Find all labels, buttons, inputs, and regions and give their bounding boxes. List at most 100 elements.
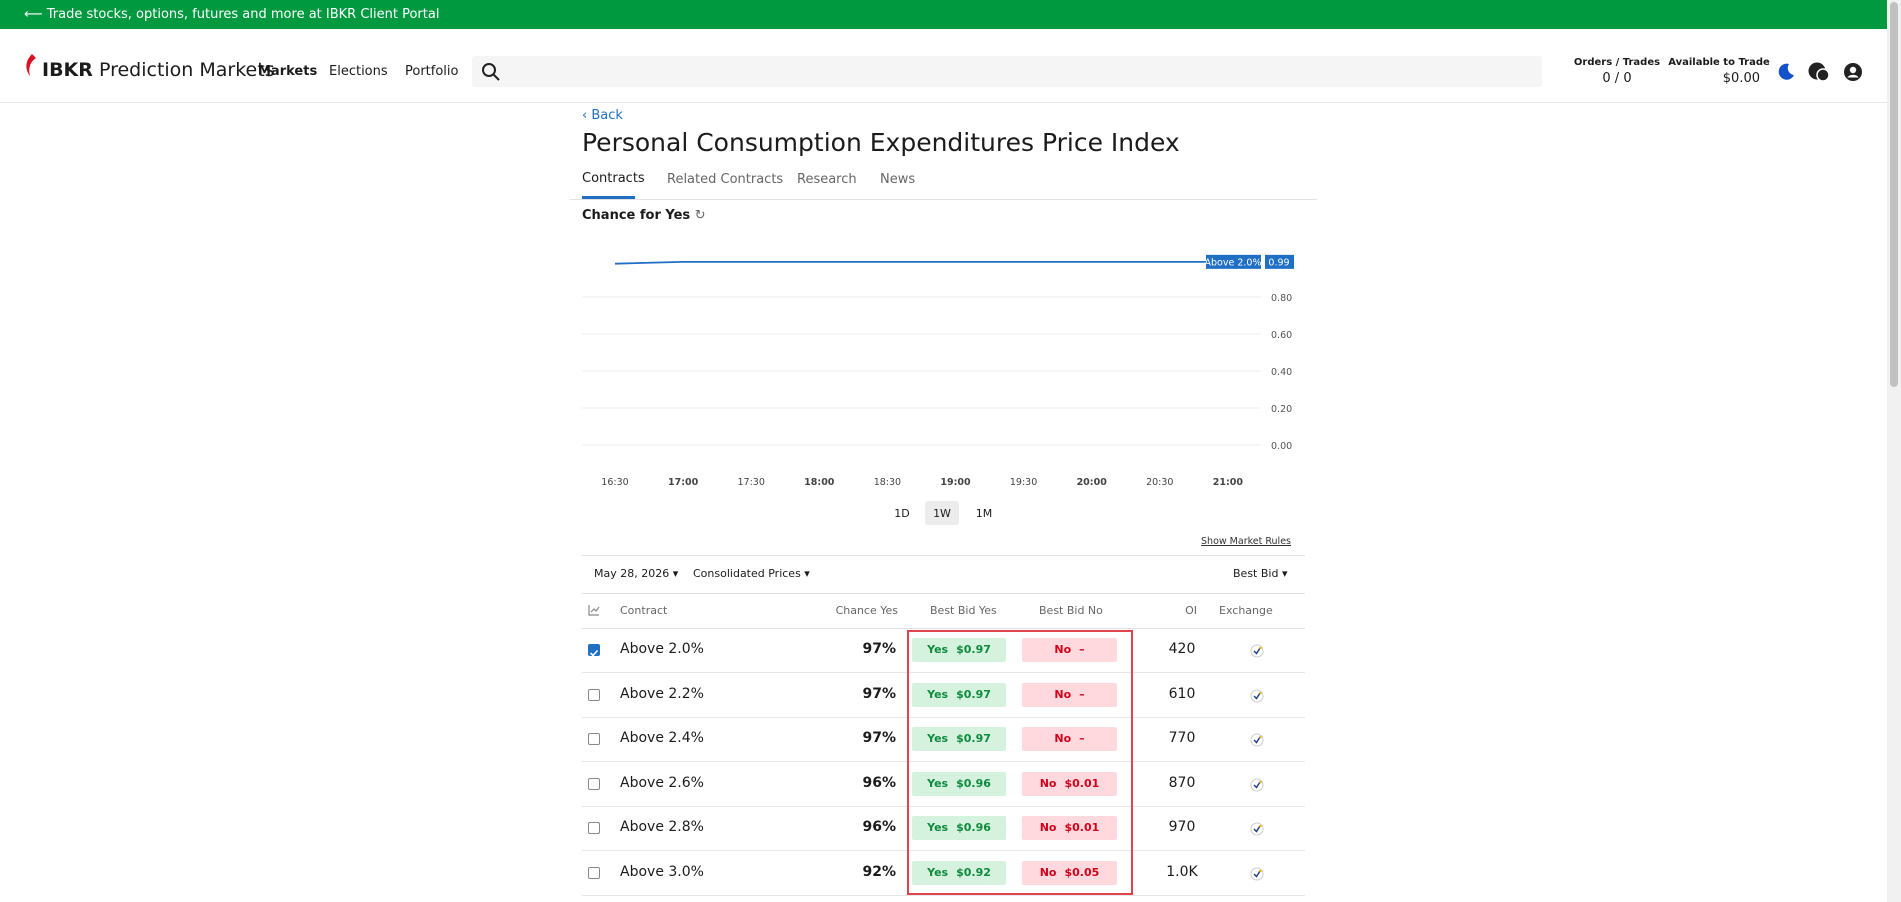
contract-name[interactable]: Above 2.0% bbox=[620, 641, 704, 657]
no-button[interactable]: No $0.01 bbox=[1022, 816, 1117, 840]
no-button[interactable]: No $0.01 bbox=[1022, 771, 1117, 796]
date-filter[interactable]: May 28, 2026 ▾ bbox=[594, 567, 679, 580]
no-label: No bbox=[1039, 821, 1057, 834]
contract-name[interactable]: Above 2.4% bbox=[620, 730, 704, 746]
no-button[interactable]: No – bbox=[1022, 682, 1117, 707]
yes-price: $0.96 bbox=[956, 821, 991, 834]
available-label: Available to Trade bbox=[1668, 57, 1770, 68]
available-value: $0.00 bbox=[1722, 71, 1760, 86]
x-tick-label: 19:00 bbox=[940, 477, 971, 488]
no-price: – bbox=[1079, 643, 1085, 656]
y-tick-label: 0.80 bbox=[1271, 293, 1292, 304]
yes-price: $0.97 bbox=[956, 732, 991, 745]
open-interest: 610 bbox=[1168, 685, 1196, 702]
highlight-box bbox=[907, 630, 1133, 895]
orders-value[interactable]: 0 / 0 bbox=[1602, 71, 1632, 86]
yes-button[interactable]: Yes $0.97 bbox=[912, 682, 1006, 707]
contract-name[interactable]: Above 2.6% bbox=[620, 774, 704, 791]
contract-name[interactable]: Above 2.8% bbox=[620, 819, 704, 835]
range-button[interactable]: 1W bbox=[933, 507, 951, 520]
yes-button[interactable]: Yes $0.96 bbox=[912, 771, 1006, 796]
sort-filter[interactable]: Best Bid ▾ bbox=[1233, 567, 1288, 580]
market-rules-link[interactable]: Show Market Rules bbox=[1201, 536, 1291, 547]
chance-yes: 97% bbox=[862, 730, 896, 746]
exchange-logo bbox=[1250, 822, 1264, 836]
range-button[interactable]: 1M bbox=[975, 507, 993, 520]
scroll-thumb[interactable] bbox=[1890, 2, 1898, 387]
divider bbox=[582, 628, 1305, 629]
orders-label: Orders / Trades bbox=[1573, 57, 1661, 68]
prices-filter[interactable]: Consolidated Prices ▾ bbox=[693, 567, 810, 580]
banner[interactable]: ⟵ Trade stocks, options, futures and mor… bbox=[0, 0, 1901, 29]
no-price: $0.01 bbox=[1064, 776, 1100, 790]
nav-link[interactable]: Portfolio bbox=[405, 64, 459, 79]
no-button[interactable]: No $0.05 bbox=[1022, 860, 1117, 885]
theme-icon[interactable] bbox=[1776, 62, 1796, 82]
brand-name: Prediction Markets bbox=[98, 59, 275, 81]
tab[interactable]: Research bbox=[797, 172, 857, 187]
x-tick-label: 19:30 bbox=[1010, 477, 1037, 488]
scrollbar[interactable] bbox=[1887, 0, 1901, 902]
tab[interactable]: Contracts bbox=[582, 171, 645, 186]
no-label: No bbox=[1054, 732, 1072, 745]
open-interest: 420 bbox=[1168, 641, 1196, 657]
checkbox[interactable] bbox=[588, 688, 600, 701]
column-header[interactable]: OI bbox=[1185, 604, 1197, 617]
date-text: May 28, 2026 bbox=[594, 567, 670, 580]
x-tick-label: 18:30 bbox=[874, 477, 901, 488]
open-interest: 970 bbox=[1168, 819, 1196, 835]
checkbox[interactable] bbox=[588, 777, 600, 790]
chance-yes: 97% bbox=[862, 685, 896, 702]
exchange-logo bbox=[1250, 867, 1264, 880]
yes-price: $0.97 bbox=[956, 643, 991, 656]
no-price: $0.05 bbox=[1064, 865, 1100, 879]
exchange-icon bbox=[1250, 688, 1264, 702]
column-header[interactable]: Best Bid No bbox=[1039, 604, 1103, 617]
brand[interactable]: IBKR Prediction Markets bbox=[42, 59, 275, 81]
yes-button[interactable]: Yes $0.97 bbox=[912, 638, 1006, 662]
nav-link[interactable]: Markets bbox=[258, 64, 318, 79]
chat-icon[interactable] bbox=[1807, 61, 1831, 83]
y-tick-label: 0.00 bbox=[1271, 441, 1292, 452]
checkbox[interactable] bbox=[588, 644, 600, 657]
column-header: Contract bbox=[620, 604, 668, 617]
exchange-logo bbox=[1250, 733, 1264, 747]
yes-button[interactable]: Yes $0.96 bbox=[912, 816, 1006, 840]
row-divider bbox=[582, 716, 1305, 718]
tab[interactable]: News bbox=[880, 172, 916, 187]
x-tick-label: 16:30 bbox=[601, 477, 628, 488]
x-tick-label: 17:00 bbox=[668, 477, 699, 488]
column-header[interactable]: Best Bid Yes bbox=[930, 604, 997, 617]
search-box[interactable] bbox=[472, 56, 1542, 87]
banner-text[interactable]: Trade stocks, options, futures and more … bbox=[46, 7, 440, 22]
checkbox[interactable] bbox=[588, 733, 600, 745]
exchange-logo bbox=[1250, 644, 1264, 658]
checkbox[interactable] bbox=[588, 822, 600, 834]
y-tick-label: 0.40 bbox=[1271, 367, 1292, 378]
no-button[interactable]: No – bbox=[1022, 638, 1117, 662]
yes-button[interactable]: Yes $0.92 bbox=[912, 860, 1006, 885]
exchange-icon bbox=[1250, 777, 1264, 791]
row-divider bbox=[582, 850, 1305, 851]
no-button[interactable]: No – bbox=[1022, 727, 1117, 751]
yes-button[interactable]: Yes $0.97 bbox=[912, 727, 1006, 751]
back-link[interactable]: ‹ Back bbox=[582, 108, 623, 123]
yes-label: Yes bbox=[927, 821, 949, 834]
tab[interactable]: Related Contracts bbox=[667, 172, 784, 187]
contract-name[interactable]: Above 2.2% bbox=[620, 685, 704, 702]
contract-name[interactable]: Above 3.0% bbox=[620, 863, 704, 880]
checkbox[interactable] bbox=[588, 866, 600, 879]
account-icon[interactable] bbox=[1843, 62, 1863, 82]
chart-toggle-icon[interactable] bbox=[588, 604, 600, 616]
range-button[interactable]: 1D bbox=[894, 507, 910, 520]
series-name: Above 2.0% bbox=[1205, 257, 1262, 268]
column-header: Exchange bbox=[1219, 604, 1273, 617]
header bbox=[0, 29, 1887, 103]
refresh-icon[interactable]: ↻ bbox=[694, 208, 706, 223]
column-header[interactable]: Chance Yes bbox=[835, 604, 898, 617]
sort-text: Best Bid bbox=[1233, 567, 1279, 580]
nav-link[interactable]: Elections bbox=[329, 64, 388, 79]
back-text: Back bbox=[591, 108, 623, 123]
series-name-tag bbox=[1206, 254, 1261, 269]
